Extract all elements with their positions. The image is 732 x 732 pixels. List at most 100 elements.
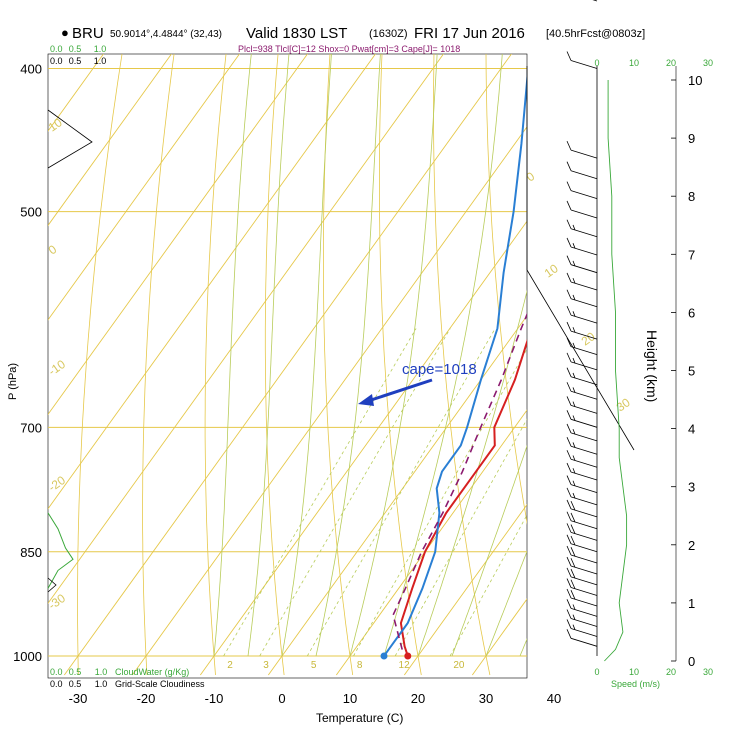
height-tick-label: 9	[688, 131, 695, 146]
height-tick-label: 5	[688, 364, 695, 379]
wind-barb	[566, 289, 598, 308]
isotherm	[403, 503, 527, 676]
wind-barb	[566, 237, 598, 256]
wind-barb-flag	[566, 396, 572, 406]
wind-barb	[566, 321, 598, 340]
wind-barb-flag	[566, 289, 572, 299]
wind-barb	[566, 511, 598, 530]
mixing-ratio-label: 2	[227, 660, 233, 671]
wind-barb	[566, 462, 598, 481]
wind-barb-half-flag	[572, 260, 576, 267]
wind-barb	[566, 499, 598, 518]
cloudwater-bottom-label: 1.0	[95, 667, 108, 677]
cloudwater-bottom-label: 0.0	[50, 667, 63, 677]
wind-barb-half-flag	[572, 480, 576, 486]
mixing-ratio-line	[353, 348, 527, 657]
wind-barb	[566, 578, 598, 596]
wind-barb-flag	[566, 567, 572, 578]
wind-barb-staff	[592, 0, 598, 2]
wind-barb-flag	[566, 219, 572, 229]
wind-barb-staff	[570, 587, 598, 596]
mixing-ratio-label: 20	[453, 660, 465, 671]
height-tick-label: 0	[688, 654, 695, 669]
wind-barb	[566, 410, 598, 428]
dry-adiabat	[485, 54, 527, 525]
forecast-info: [40.5hrFcst@0803z]	[546, 28, 645, 40]
cloudiness-profile	[47, 109, 93, 169]
moist-adiabat	[451, 444, 527, 657]
wind-barb	[566, 556, 598, 575]
wind-barb-flag	[566, 255, 572, 265]
dry-adiabat	[725, 0, 732, 675]
wind-barb	[566, 219, 598, 238]
wind-barb-half-flag	[572, 277, 576, 284]
wind-barb	[566, 255, 598, 274]
wind-panel: 0 0 10 10 20 20 30 30 Speed (m/s) 0 1 2 3 4 5 6 7 8 9 10	[526, 0, 713, 689]
wind-barb-flag	[566, 437, 572, 447]
wind-barb-flag	[566, 237, 572, 248]
dry-adiabat	[323, 54, 354, 676]
wind-barb-half-flag	[572, 327, 576, 333]
wind-barb-flag	[566, 545, 572, 556]
wind-barb-half-flag	[572, 442, 576, 448]
wind-barb-staff	[570, 361, 598, 371]
wind-barb-flag	[570, 512, 576, 523]
wind-barb-staff	[570, 418, 598, 428]
wind-barb	[566, 200, 598, 219]
mixing-ratio-line	[394, 418, 527, 657]
wind-barb	[566, 619, 598, 637]
wind-barb-staff	[570, 190, 598, 200]
isotherm	[48, 54, 308, 416]
temp-tick-label: 10	[343, 691, 357, 706]
wind-barb-staff	[570, 618, 598, 627]
wind-barb-staff	[570, 432, 598, 442]
wind-barb	[566, 475, 598, 493]
wind-barb	[566, 450, 598, 468]
wind-barb-flag	[570, 535, 576, 546]
wind-barb-staff	[570, 597, 598, 607]
isotherm	[540, 0, 732, 675]
isotherm	[0, 0, 193, 675]
dry-adiabat	[433, 54, 491, 676]
temp-tick-label: 30	[479, 691, 493, 706]
mixing-ratio-line	[449, 514, 527, 657]
wind-barb-staff	[570, 471, 598, 481]
wind-barb-staff	[570, 149, 598, 159]
wind-barb-half-flag	[572, 468, 576, 474]
wind-barb-staff	[570, 607, 598, 617]
wind-barb-flag	[566, 200, 572, 211]
wind-barb-staff	[570, 637, 598, 647]
wind-barb-flag	[566, 487, 572, 498]
speed-bottom-tick: 30	[703, 667, 713, 677]
sounding-series	[383, 70, 527, 657]
isotherm	[48, 54, 376, 510]
wind-barb-flag	[566, 181, 572, 191]
wind-barb-flag	[570, 579, 576, 589]
temp-tick-label: -10	[205, 691, 224, 706]
wind-barb	[566, 599, 598, 617]
isotherm	[48, 54, 240, 321]
isotherm	[48, 54, 104, 132]
wind-barb	[566, 588, 598, 607]
wind-barb-flag	[566, 450, 572, 460]
cape-annotation: cape=1018	[402, 361, 477, 378]
wind-barb-flag	[566, 272, 572, 283]
mixing-ratio-line	[223, 328, 417, 657]
wind-barb-staff	[570, 508, 598, 518]
height-axis-title: Height (km)	[644, 330, 660, 402]
cloudiness-top-tick: 0.5	[69, 56, 82, 66]
wind-barb	[566, 367, 598, 386]
isotherm	[63, 54, 512, 676]
surface-points	[380, 652, 412, 660]
isotherm	[48, 54, 172, 227]
isotherm	[48, 54, 444, 604]
cloudiness-bottom-label: 0.5	[69, 679, 82, 689]
wind-barb-staff	[570, 170, 598, 180]
wind-barb	[566, 609, 598, 627]
pressure-tick-label: 850	[20, 545, 42, 560]
mixing-ratio-label: 3	[263, 660, 269, 671]
moist-adiabat	[383, 54, 503, 657]
wind-barb-staff	[570, 405, 598, 414]
wind-barb-staff	[570, 228, 598, 238]
cloudiness-top-tick: 1.0	[94, 56, 107, 66]
